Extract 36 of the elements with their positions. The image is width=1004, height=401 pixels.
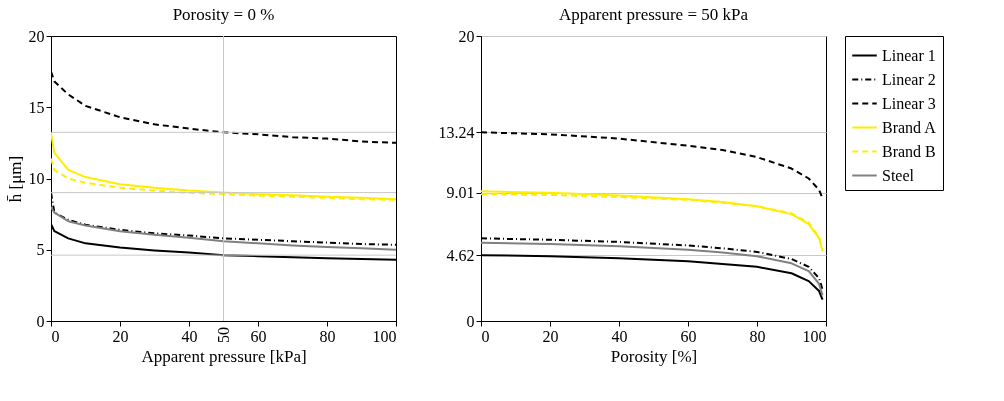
x-tick-label: 100 — [802, 327, 827, 345]
x-tick-label: 80 — [749, 327, 766, 345]
line-series — [481, 241, 824, 297]
y-tick-label: 15 — [28, 98, 45, 116]
y-tick-label: 20 — [458, 27, 475, 45]
x-tick-label: 60 — [680, 327, 697, 345]
x-tick-label: 0 — [51, 327, 60, 345]
y-tick-label: 0 — [36, 312, 45, 330]
chart-title: Porosity = 0 % — [172, 5, 275, 24]
y-tick-label: 0 — [466, 312, 475, 330]
y-tick-label: 4.62 — [446, 246, 475, 264]
legend-label: Linear 3 — [882, 94, 936, 112]
x-tick-label: 40 — [611, 327, 628, 345]
x-tick-label: 40 — [181, 327, 198, 345]
y-tick-label: 20 — [28, 27, 45, 45]
chart-title: Apparent pressure = 50 kPa — [559, 5, 749, 24]
x-tick-label: 0 — [481, 327, 490, 345]
y-axis-title: h̄ [μm] — [5, 155, 25, 203]
legend-label: Brand A — [882, 118, 937, 136]
x-tick-label: 20 — [112, 327, 129, 345]
legend-label: Brand B — [882, 142, 936, 160]
x-axis-title: Apparent pressure [kPa] — [141, 346, 307, 366]
y-tick-label: 10 — [28, 170, 45, 187]
y-tick-label: 13.24 — [438, 123, 475, 141]
x-tick-label: 100 — [372, 327, 397, 345]
legend-label: Linear 1 — [882, 46, 936, 64]
x-tick-label: 20 — [542, 327, 559, 345]
line-series — [51, 206, 396, 251]
legend-label: Steel — [882, 166, 915, 184]
ref-line-label: 50 — [214, 327, 232, 343]
legend-label: Linear 2 — [882, 70, 936, 88]
x-tick-label: 80 — [319, 327, 336, 345]
y-tick-label: 5 — [36, 241, 45, 259]
x-tick-label: 60 — [250, 327, 267, 345]
y-tick-label: 9.01 — [446, 184, 475, 202]
x-axis-title: Porosity [%] — [610, 346, 698, 366]
